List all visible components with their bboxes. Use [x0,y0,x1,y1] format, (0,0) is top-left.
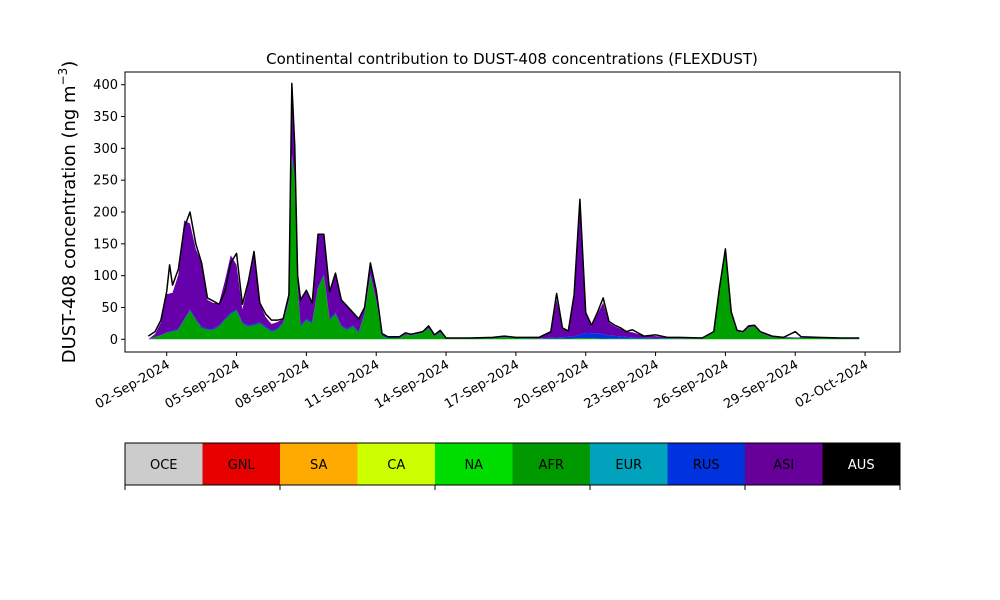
colorbar-label-na: NA [464,458,483,473]
colorbar-swatch-sa [280,443,358,485]
area-afr [148,154,860,340]
colorbar-label-eur: EUR [615,458,642,473]
colorbar-label-aus: AUS [848,458,875,473]
chart-title: Continental contribution to DUST-408 con… [266,50,758,68]
y-tick-label: 350 [93,110,118,125]
y-tick-label: 300 [93,142,118,157]
y-axis: 0 50 100 150 200 250 300 350 400 [93,78,125,348]
colorbar-frame [124,442,901,486]
x-tick-label: 14-Sep-2024 [372,357,452,412]
x-tick-label: 05-Sep-2024 [163,357,243,412]
x-tick-label: 02-Oct-2024 [793,357,871,411]
y-tick-label: 200 [93,206,118,221]
total-concentration-line [147,82,860,339]
colorbar-label-gnl: GNL [228,458,256,473]
x-tick-label: 02-Sep-2024 [93,357,173,412]
y-tick-label: 50 [101,301,118,316]
y-axis-label-close: ) [59,61,80,68]
area-asi [148,83,860,340]
y-tick-label: 400 [93,78,118,93]
colorbar-swatch-asi [745,443,823,485]
y-axis-label: DUST-408 concentration (ng m−3) [56,61,80,364]
x-tick-label: 17-Sep-2024 [442,357,522,412]
colorbar-swatch-afr [512,443,590,485]
y-axis-label-main: DUST-408 concentration (ng m [59,85,80,363]
x-tick-label: 23-Sep-2024 [582,357,662,412]
area-layers [148,83,860,340]
colorbar-swatch-na [435,443,513,485]
region-colorbar: OCE GNL SA CA NA AFR EUR RUS ASI AUS [124,442,901,490]
colorbar-label-afr: AFR [539,458,564,473]
colorbar-swatch-rus [667,443,745,485]
x-tick-label: 08-Sep-2024 [233,357,313,412]
y-tick-label: 150 [93,237,118,252]
colorbar-swatch-gnl [202,443,280,485]
colorbar-label-oce: OCE [150,458,178,473]
colorbar-label-sa: SA [310,458,327,473]
y-tick-label: 250 [93,174,118,189]
colorbar-label-rus: RUS [693,458,720,473]
x-tick-label: 11-Sep-2024 [302,357,382,412]
y-tick-label: 100 [93,269,118,284]
colorbar-swatch-ca [357,443,435,485]
y-axis-label-exponent: −3 [56,68,70,86]
colorbar-swatch-aus [822,443,900,485]
colorbar-label-ca: CA [387,458,405,473]
total-line-layer [147,82,860,339]
colorbar-swatch-oce [125,443,203,485]
y-tick-label: 0 [110,333,118,348]
x-tick-label: 29-Sep-2024 [721,357,801,412]
x-tick-label: 20-Sep-2024 [512,357,592,412]
x-tick-label: 26-Sep-2024 [652,357,732,412]
x-axis: 02-Sep-202405-Sep-202408-Sep-202411-Sep-… [93,352,871,412]
colorbar-swatch-eur [590,443,668,485]
colorbar-label-asi: ASI [773,458,794,473]
